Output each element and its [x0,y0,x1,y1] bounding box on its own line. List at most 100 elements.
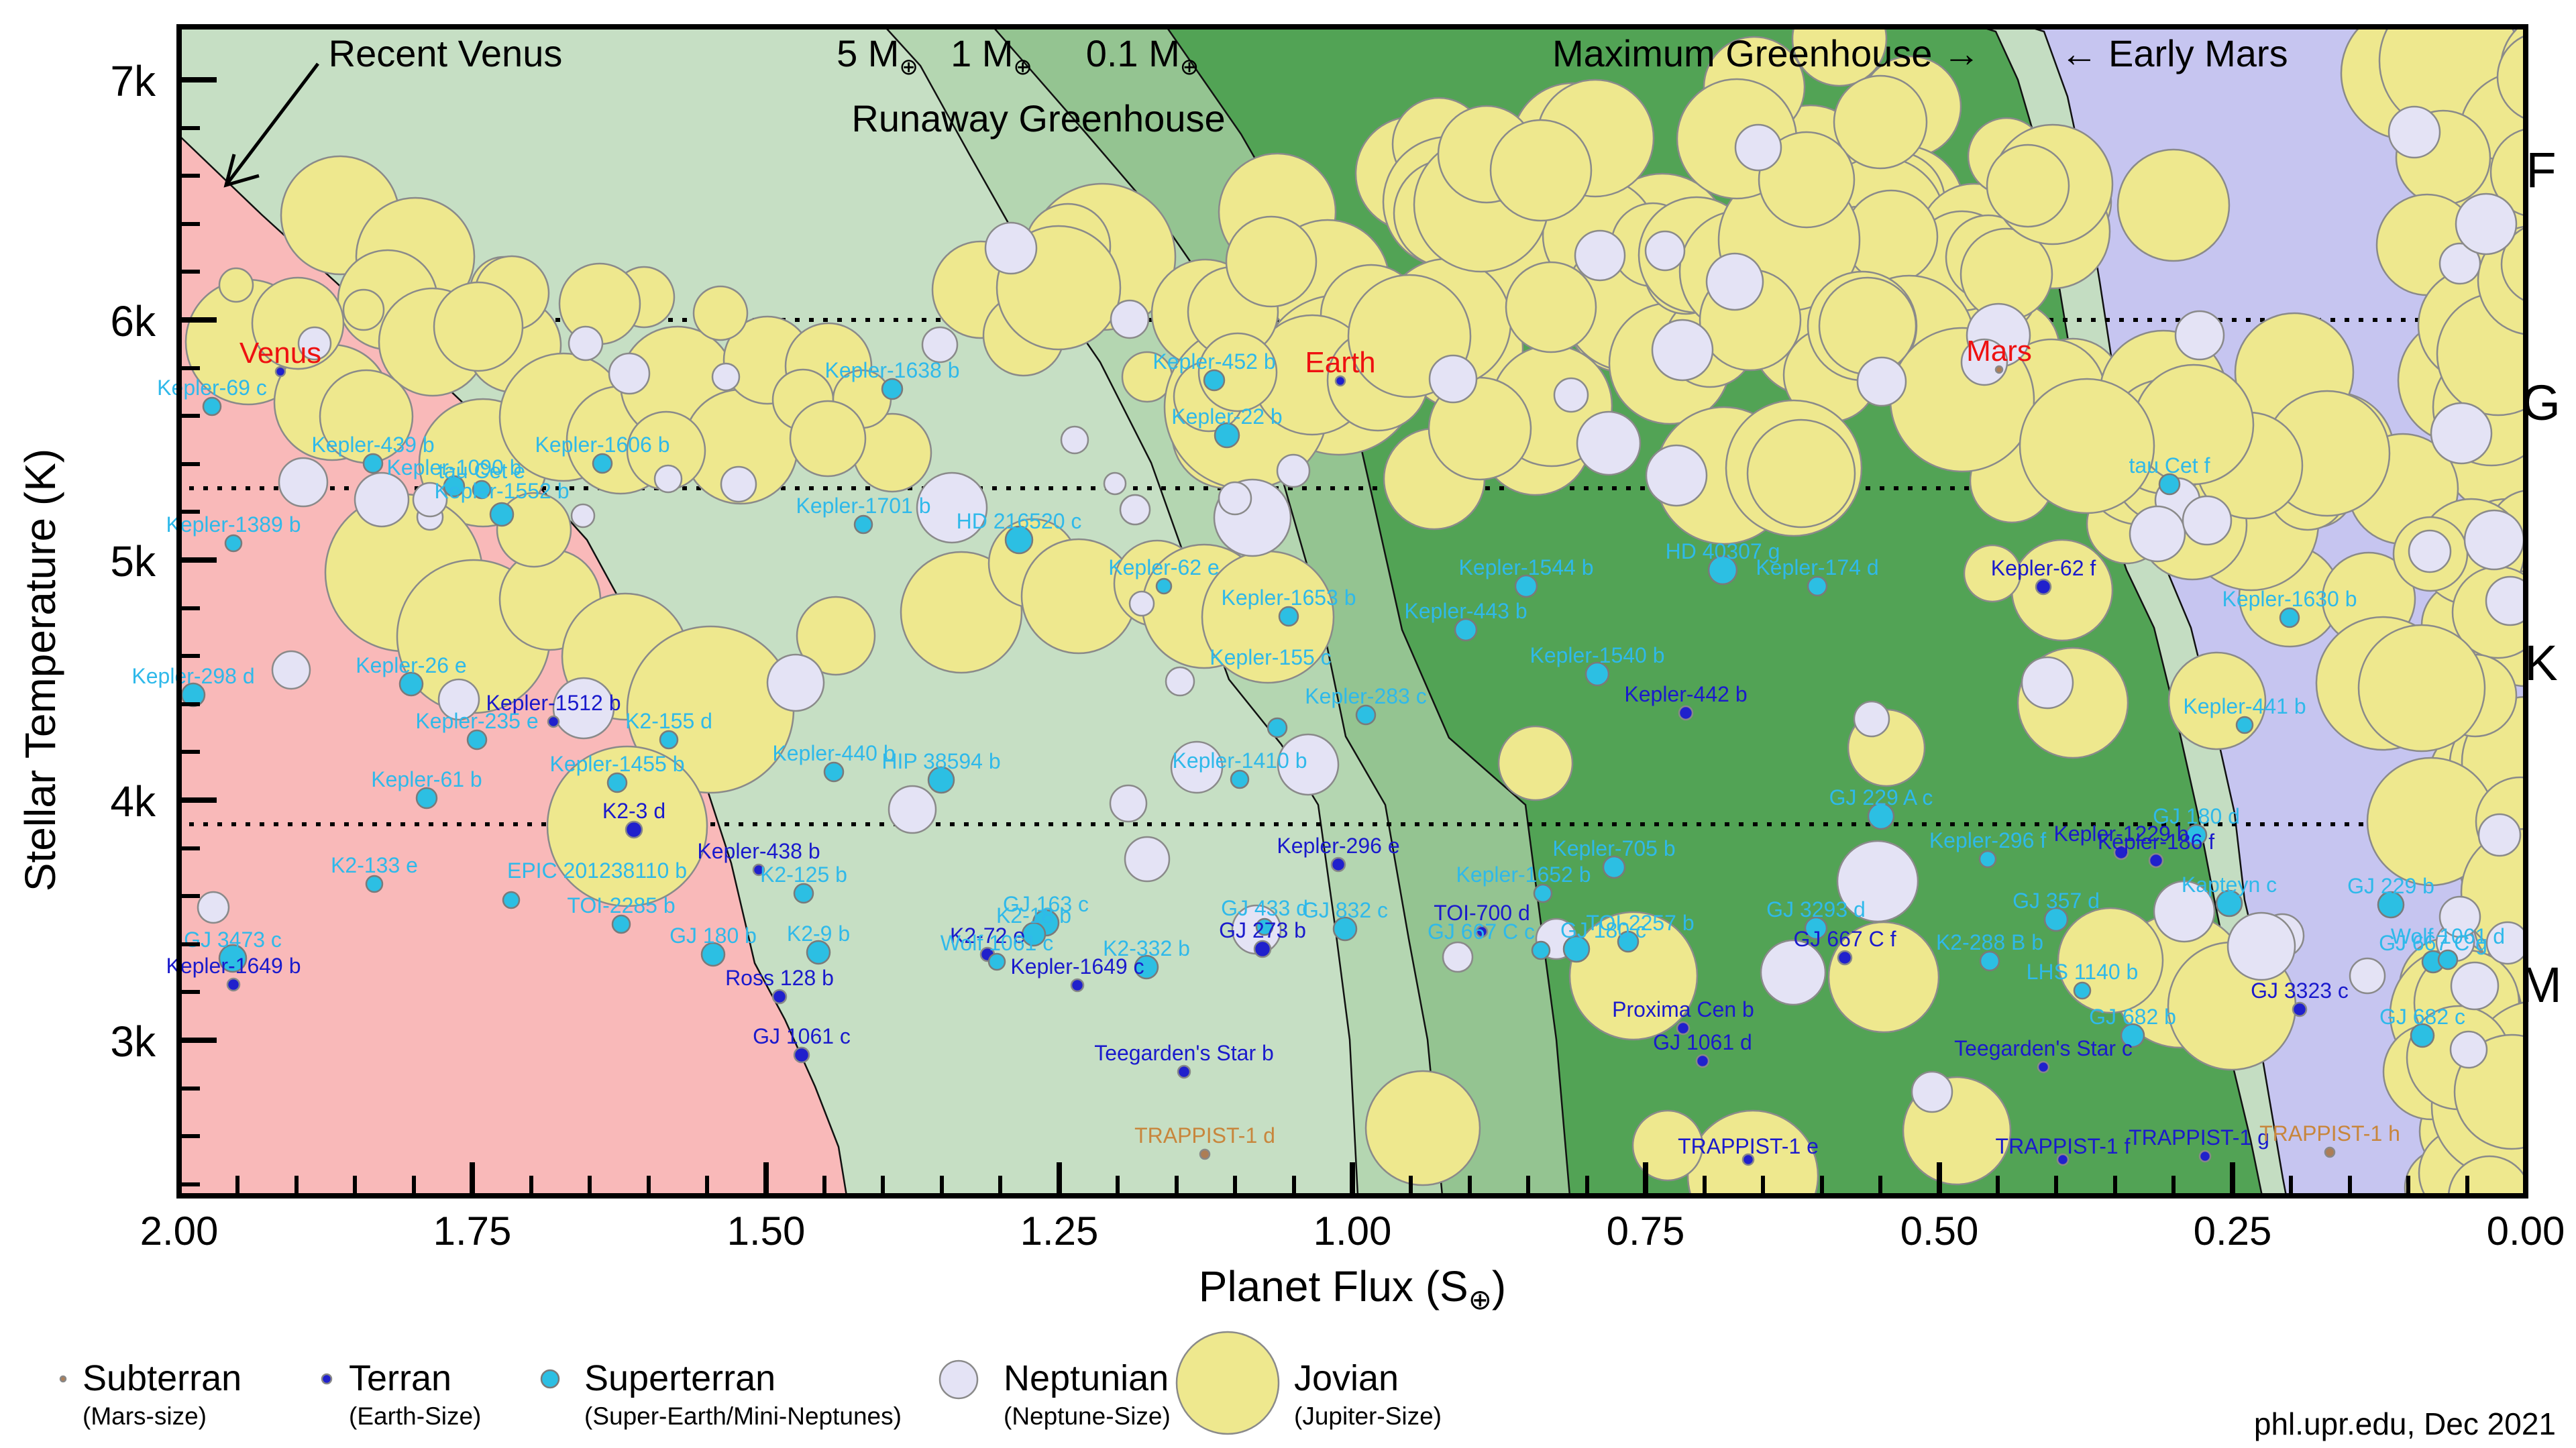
svg-text:Kepler-296 f: Kepler-296 f [1929,828,2046,852]
svg-text:GJ 357 d: GJ 357 d [2012,889,2100,913]
svg-text:Kepler-1540 b: Kepler-1540 b [1529,643,1664,667]
svg-text:G: G [2522,375,2561,431]
svg-text:Kepler-296 e: Kepler-296 e [1277,834,1399,858]
svg-text:Kepler-61 b: Kepler-61 b [371,767,482,791]
svg-text:Kepler-69 c: Kepler-69 c [157,376,267,400]
svg-text:HD 216520 c: HD 216520 c [957,509,1082,533]
svg-text:(Mars-size): (Mars-size) [83,1402,207,1430]
svg-text:GJ 180 c: GJ 180 c [1560,918,1646,942]
svg-text:Terran: Terran [349,1358,451,1398]
svg-text:Kepler-283 c: Kepler-283 c [1305,684,1426,708]
svg-text:GJ 180 b: GJ 180 b [669,924,757,948]
svg-text:Kepler-1701 b: Kepler-1701 b [796,494,930,518]
svg-text:(Neptune-Size): (Neptune-Size) [1004,1402,1171,1430]
svg-text:GJ 163 c: GJ 163 c [1003,892,1089,916]
svg-text:TRAPPIST-1 h: TRAPPIST-1 h [2259,1121,2400,1146]
svg-text:Runaway Greenhouse: Runaway Greenhouse [851,97,1225,140]
svg-text:Kepler-452 b: Kepler-452 b [1152,349,1275,374]
svg-text:Earth: Earth [1305,346,1375,379]
svg-text:Maximum Greenhouse →: Maximum Greenhouse → [1552,32,1980,74]
svg-text:GJ 1061 c: GJ 1061 c [753,1024,851,1048]
svg-text:Kepler-174 d: Kepler-174 d [1756,555,1878,579]
svg-text:0.50: 0.50 [1900,1209,1979,1254]
svg-text:K2-155 d: K2-155 d [625,709,712,733]
svg-text:K2-133 e: K2-133 e [331,853,418,877]
svg-text:Teegarden's Star b: Teegarden's Star b [1094,1041,1274,1065]
svg-text:Kepler-62 e: Kepler-62 e [1108,555,1219,579]
svg-text:0.75: 0.75 [1607,1209,1685,1254]
svg-text:Kepler-1389 b: Kepler-1389 b [166,512,301,537]
svg-text:GJ 832 c: GJ 832 c [1302,898,1388,922]
svg-text:GJ 273 b: GJ 273 b [1219,918,1306,942]
svg-text:GJ 667 C f: GJ 667 C f [1794,927,1896,951]
svg-text:GJ 1061 d: GJ 1061 d [1653,1030,1752,1054]
svg-text:Kepler-155 c: Kepler-155 c [1210,645,1331,669]
svg-text:GJ 682 c: GJ 682 c [2379,1005,2465,1029]
svg-text:GJ 433 d: GJ 433 d [1221,896,1308,920]
svg-text:Kepler-298 d: Kepler-298 d [131,664,254,688]
svg-text:Kepler-439 b: Kepler-439 b [311,433,434,457]
svg-text:Kepler-22 b: Kepler-22 b [1171,404,1282,429]
svg-text:(Earth-Size): (Earth-Size) [349,1402,481,1430]
svg-text:Kepler-1652 b: Kepler-1652 b [1456,862,1591,887]
svg-text:tau Cet f: tau Cet f [2129,453,2210,478]
svg-text:GJ 3473 c: GJ 3473 c [184,928,282,952]
svg-text:GJ 667 C c: GJ 667 C c [1428,920,1535,944]
svg-text:Kapteyn c: Kapteyn c [2182,873,2277,897]
svg-text:0.25: 0.25 [2194,1209,2272,1254]
svg-text:GJ 180 d: GJ 180 d [2153,804,2240,828]
svg-text:Kepler-62 f: Kepler-62 f [1991,556,2096,580]
svg-text:← Early Mars: ← Early Mars [2060,32,2288,74]
svg-text:Superterran: Superterran [584,1358,775,1398]
svg-text:TOI-700 d: TOI-700 d [1434,901,1529,925]
svg-text:GJ 229 A c: GJ 229 A c [1829,785,1933,810]
svg-text:(Jupiter-Size): (Jupiter-Size) [1294,1402,1442,1430]
svg-text:Jovian: Jovian [1294,1358,1399,1398]
svg-text:Wolf 1061 c: Wolf 1061 c [941,931,1053,955]
svg-text:Kepler-1606 b: Kepler-1606 b [535,433,669,457]
svg-text:(Super-Earth/Mini-Neptunes): (Super-Earth/Mini-Neptunes) [584,1402,902,1430]
svg-text:Kepler-1455 b: Kepler-1455 b [549,752,684,776]
svg-text:6k: 6k [110,297,156,345]
svg-text:Teegarden's Star c: Teegarden's Star c [1954,1036,2133,1060]
svg-text:K2-3 d: K2-3 d [602,799,665,823]
svg-text:Mars: Mars [1966,335,2032,368]
svg-text:K2-9 b: K2-9 b [787,922,850,946]
svg-text:K2-332 b: K2-332 b [1103,936,1190,960]
svg-text:GJ 3323 c: GJ 3323 c [2251,979,2349,1003]
svg-text:GJ 229 b: GJ 229 b [2347,874,2434,898]
svg-text:Venus: Venus [239,337,321,370]
svg-text:GJ 667 C g: GJ 667 C g [2379,931,2487,955]
svg-text:K2-288 B b: K2-288 B b [1936,930,2043,954]
svg-text:4k: 4k [110,777,156,826]
svg-text:F: F [2526,142,2556,198]
svg-text:5k: 5k [110,537,156,586]
svg-text:Planet Flux (S⊕): Planet Flux (S⊕) [1199,1262,1506,1315]
svg-text:HIP 38594 b: HIP 38594 b [881,749,1000,773]
svg-text:Kepler-235 e: Kepler-235 e [415,709,538,733]
svg-text:7k: 7k [110,57,156,105]
svg-text:TRAPPIST-1 f: TRAPPIST-1 f [1996,1134,2131,1158]
svg-text:Proxima Cen b: Proxima Cen b [1612,997,1754,1021]
svg-text:Kepler-1410 b: Kepler-1410 b [1172,748,1307,773]
svg-text:Kepler-26 e: Kepler-26 e [356,653,466,677]
svg-text:Kepler-1630 b: Kepler-1630 b [2222,587,2357,611]
svg-text:1.00: 1.00 [1313,1209,1392,1254]
svg-text:GJ 3293 d: GJ 3293 d [1766,897,1866,922]
svg-text:K: K [2524,635,2557,691]
svg-text:EPIC 201238110 b: EPIC 201238110 b [507,858,687,883]
svg-text:Kepler-186 f: Kepler-186 f [2098,830,2214,854]
svg-text:Kepler-1090 b: Kepler-1090 b [386,455,521,480]
svg-text:K2-18 b: K2-18 b [996,903,1071,928]
svg-text:Kepler-1544 b: Kepler-1544 b [1458,555,1593,579]
svg-text:K2-72 e: K2-72 e [950,924,1025,948]
svg-text:Kepler-441 b: Kepler-441 b [2183,694,2306,718]
svg-text:Kepler-438 b: Kepler-438 b [697,839,820,863]
svg-text:Kepler-1649 b: Kepler-1649 b [166,954,301,978]
svg-text:Stellar Temperature (K): Stellar Temperature (K) [16,449,64,891]
svg-text:M: M [2520,957,2562,1013]
svg-text:TRAPPIST-1 d: TRAPPIST-1 d [1134,1123,1275,1148]
svg-text:Subterran: Subterran [83,1358,241,1398]
svg-text:Ross 128 b: Ross 128 b [725,966,834,990]
svg-text:GJ 682 b: GJ 682 b [2089,1005,2176,1029]
